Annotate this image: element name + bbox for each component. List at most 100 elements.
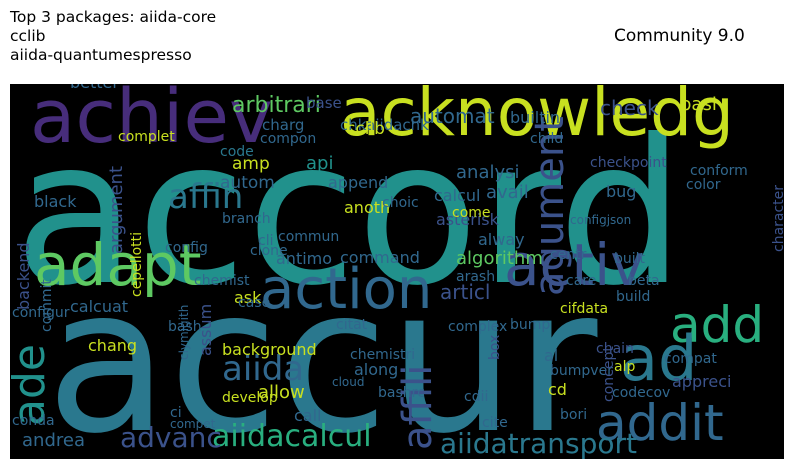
cloud-word: alway <box>478 230 525 249</box>
cloud-word: case <box>238 295 271 311</box>
cloud-word: color <box>686 177 721 193</box>
cloud-word: character <box>771 184 784 252</box>
cloud-word: backend <box>14 242 33 310</box>
cloud-word: advanc <box>120 421 222 454</box>
cloud-word: compet <box>170 417 216 431</box>
cloud-word: child <box>530 131 564 147</box>
cloud-word: antimo <box>276 249 333 268</box>
community-label: Community 9.0 <box>614 26 745 46</box>
cloud-word: cifdata <box>560 301 609 317</box>
cloud-word: better <box>70 84 119 91</box>
cloud-word: conda <box>12 413 55 429</box>
cloud-word: accur <box>46 245 598 460</box>
cloud-word: care <box>566 273 597 289</box>
cloud-word: allow <box>258 382 305 403</box>
cloud-word: alp <box>614 359 636 375</box>
cloud-word: basi <box>680 94 717 115</box>
cloud-word: code <box>220 144 254 160</box>
cloud-word: clymigith <box>177 304 191 360</box>
cloud-word: configjson <box>570 213 632 227</box>
cloud-word: algorithm <box>456 248 543 269</box>
cloud-word: branch <box>222 211 271 227</box>
cloud-word: bumpver <box>550 363 613 379</box>
cloud-word: base <box>306 94 342 112</box>
cloud-word: config <box>165 240 208 256</box>
cloud-word: choic <box>382 195 419 211</box>
cloud-word: clone <box>250 243 288 259</box>
cloud-word: chkaiidachk <box>340 116 429 134</box>
cloud-word: arbitrari <box>232 93 321 118</box>
cloud-word: analysi <box>456 162 520 183</box>
cloud-word: add <box>670 296 765 354</box>
cloud-word: appreci <box>672 372 732 391</box>
cloud-word: anoth <box>344 198 391 217</box>
cloud-word: bashrc <box>378 385 425 401</box>
cloud-word: call <box>294 406 322 425</box>
cloud-word: citat <box>336 317 368 333</box>
cloud-word: checkpoint <box>590 155 667 171</box>
chart-title: Top 3 packages: aiida-core cclib aiida-q… <box>10 8 217 64</box>
cloud-word: compon <box>260 131 317 147</box>
cloud-word: centr <box>550 247 587 263</box>
cloud-word: cd <box>548 380 567 399</box>
cloud-word: ci <box>170 405 182 421</box>
cloud-word: al <box>544 346 559 365</box>
cloud-word: develop <box>222 390 278 406</box>
cloud-word: aiidacalcul <box>212 419 372 454</box>
cloud-word: check <box>600 96 659 120</box>
cloud-word: automat <box>410 104 495 128</box>
cloud-word: cepellotti <box>129 231 145 297</box>
cloud-word: charg <box>262 116 305 134</box>
cloud-word: accord <box>14 97 685 330</box>
cloud-word: aiida <box>222 349 305 389</box>
cloud-word: achiev <box>30 84 273 160</box>
cloud-word: api <box>306 153 334 174</box>
cloud-word: addit <box>596 394 724 452</box>
cloud-word: cdii <box>464 389 489 405</box>
cloud-word: background <box>222 340 317 359</box>
cloud-word: adapt <box>34 231 202 299</box>
cloud-word: ask <box>234 288 262 307</box>
cloud-word: argument <box>106 165 127 254</box>
cloud-word: bori <box>560 407 588 423</box>
cloud-word: come <box>452 205 491 221</box>
cloud-word: acknowledg <box>340 84 734 151</box>
cloud-word: calcuat <box>70 297 129 316</box>
cloud-word: complet <box>118 129 175 145</box>
cloud-word: build <box>616 289 651 305</box>
cloud-word: black <box>34 192 77 211</box>
cloud-word: compat <box>664 351 717 367</box>
cloud-word: affili <box>395 364 441 450</box>
cloud-word: box <box>487 334 503 360</box>
cloud-word: cloud <box>332 375 365 389</box>
cloud-word: articl <box>440 280 491 304</box>
cloud-word: chang <box>88 336 138 355</box>
cloud-word: append <box>328 173 389 192</box>
cloud-word: aiidatransport <box>440 427 638 459</box>
cloud-word: along <box>354 360 399 379</box>
cloud-word: cclib <box>346 119 385 139</box>
cloud-word: amp <box>232 154 270 174</box>
cloud-word: bump <box>510 317 551 333</box>
cloud-word: action <box>260 257 433 322</box>
cloud-word: ad <box>620 322 698 395</box>
cloud-word: configur <box>12 305 70 321</box>
cloud-word: chain <box>596 341 634 357</box>
cloud-word: commun <box>278 229 340 245</box>
cloud-word: activ <box>504 231 645 299</box>
cloud-word: affin <box>168 177 244 217</box>
cloud-word: complex <box>448 319 508 335</box>
cloud-word: asterisk <box>436 210 499 229</box>
cloud-word: cli <box>258 233 274 249</box>
cloud-word: calcul <box>434 186 481 205</box>
cloud-word: bug <box>606 182 637 201</box>
cloud-word: conform <box>690 163 748 179</box>
cloud-word: command <box>340 248 420 267</box>
cloud-word: chemistri <box>350 347 416 363</box>
cloud-word: andrea <box>22 430 85 451</box>
cloud-word: chemist <box>194 273 250 289</box>
cloud-word: assum <box>196 303 215 356</box>
word-cloud: accord accur achiev acknowledg adapt action ac… <box>10 84 784 459</box>
cloud-word: beta <box>628 273 660 289</box>
cloud-word: arash <box>456 269 496 285</box>
